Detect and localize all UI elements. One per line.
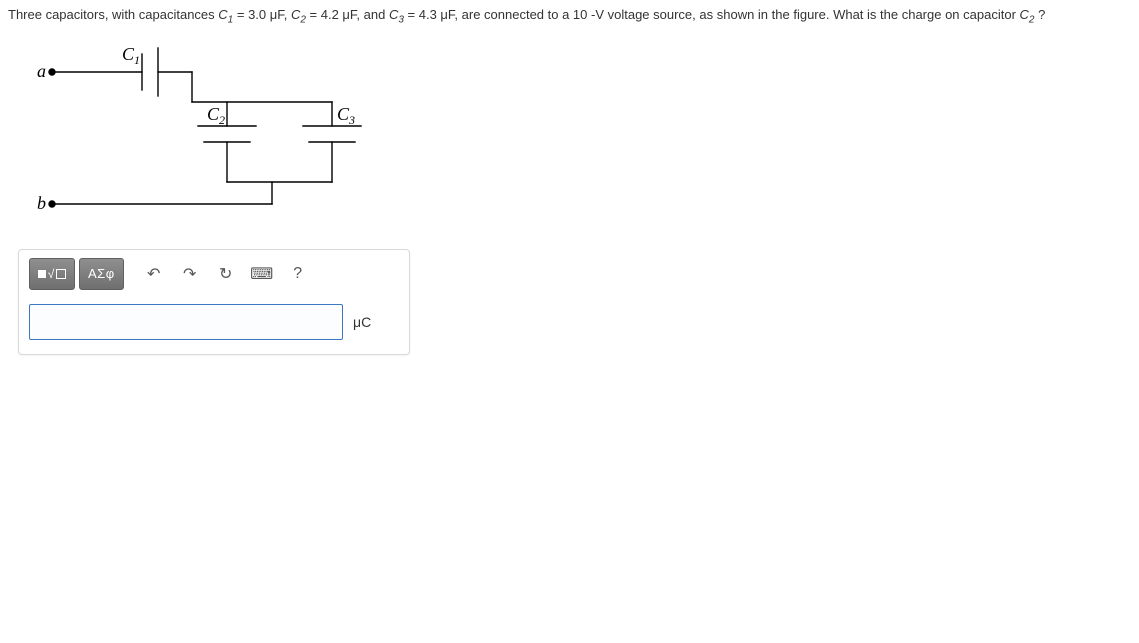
keyboard-button[interactable]: ⌨ — [246, 258, 278, 290]
greek-symbols-button[interactable]: ΑΣφ — [79, 258, 124, 290]
text: = 4.2 μF, and — [310, 7, 389, 22]
equation-toolbar: √ ΑΣφ ↶ ↷ ↻ ⌨ ? — [29, 258, 399, 290]
text: Three capacitors, with capacitances — [8, 7, 218, 22]
answer-input[interactable] — [29, 304, 343, 340]
label-b: b — [37, 193, 46, 213]
unit-label: μC — [353, 314, 371, 330]
text: ? — [1038, 7, 1045, 22]
label-c2: C2 — [207, 104, 225, 127]
text: = 3.0 μF, — [237, 7, 291, 22]
label-a: a — [37, 61, 46, 81]
answer-row: μC — [29, 304, 399, 340]
answer-panel: √ ΑΣφ ↶ ↷ ↻ ⌨ ? μC — [18, 249, 410, 355]
text: = 4.3 μF, are connected to a 10 -V volta… — [408, 7, 1020, 22]
redo-button[interactable]: ↷ — [174, 258, 206, 290]
reset-button[interactable]: ↻ — [210, 258, 242, 290]
help-button[interactable]: ? — [282, 258, 314, 290]
formula-icon: √ — [38, 268, 67, 280]
circuit-figure: a b C1 C2 C3 — [32, 42, 1131, 237]
label-c1: C1 — [122, 44, 140, 67]
problem-statement: Three capacitors, with capacitances C1 =… — [8, 6, 1131, 28]
formula-templates-button[interactable]: √ — [29, 258, 75, 290]
label-c3: C3 — [337, 104, 355, 127]
undo-button[interactable]: ↶ — [138, 258, 170, 290]
